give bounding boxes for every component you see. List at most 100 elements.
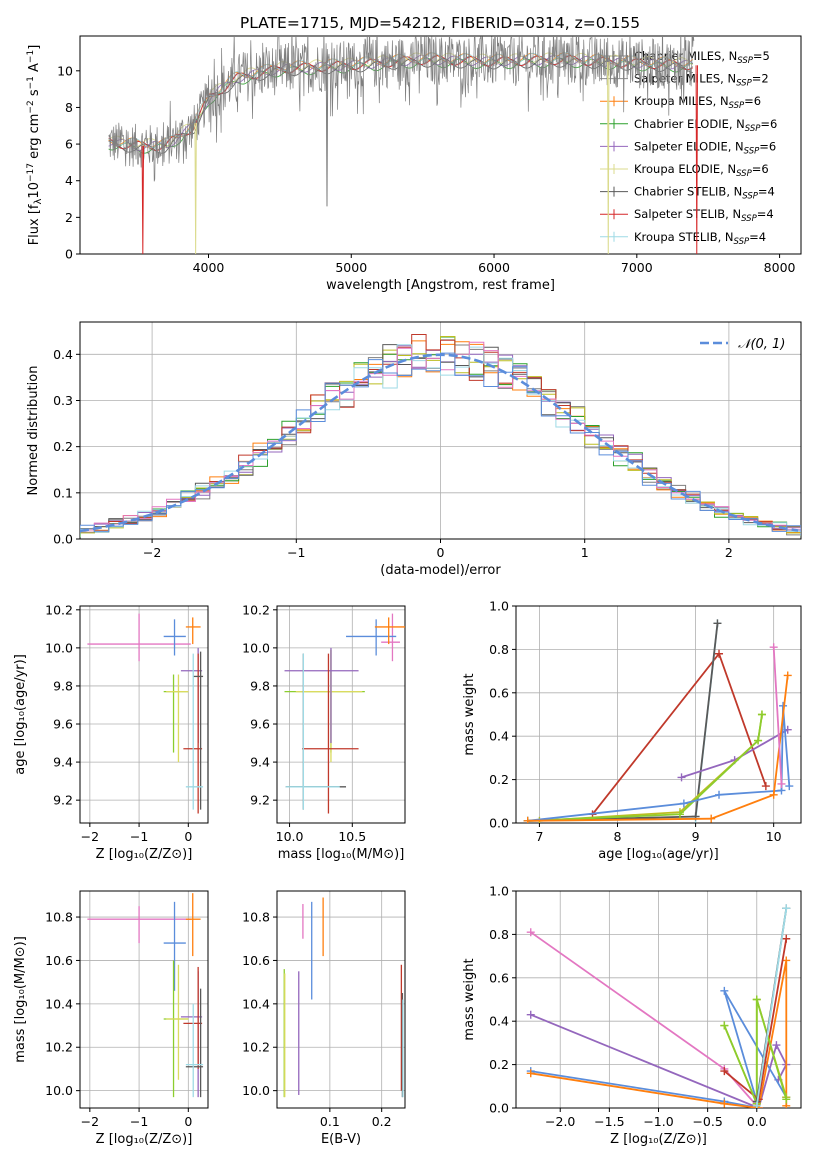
y-tick-label: 0.4 <box>53 347 73 362</box>
marker <box>782 1095 791 1104</box>
series-line <box>527 623 719 822</box>
y-tick-label: 9.8 <box>53 678 73 693</box>
series-line <box>527 675 789 822</box>
y-tick-label: 0.1 <box>53 485 73 500</box>
y-tick-label: 1.0 <box>489 884 509 899</box>
mass_vs_ebv-frame <box>276 890 406 1109</box>
y-axis-label: Normed distribution <box>26 366 41 496</box>
series-line <box>755 908 788 1106</box>
age_vs_Z-grid <box>80 606 208 823</box>
x-axis-label: (data-model)/error <box>380 563 501 578</box>
histogram-step <box>80 352 801 536</box>
y-tick-label: 10.6 <box>45 953 73 968</box>
x-tick-label: −1 <box>287 545 305 560</box>
y-axis-label: age [log₁₀(age/yr)] <box>13 654 28 775</box>
x-tick-label: 10.0 <box>276 829 304 844</box>
histogram-legend: 𝒩(0, 1) <box>700 337 785 352</box>
marker <box>677 773 686 782</box>
x-tick-label: −0.5 <box>692 1114 722 1129</box>
y-tick-label: 10.8 <box>242 910 270 925</box>
y-tick-label: 0.0 <box>489 816 509 831</box>
series-line <box>527 623 719 822</box>
age_vs_Z-frame <box>79 605 209 824</box>
series-line <box>723 999 788 1105</box>
x-tick-label: 7000 <box>621 260 653 275</box>
x-tick-label: 7 <box>535 829 543 844</box>
x-tick-label: 6000 <box>478 260 510 275</box>
mass_vs_Z-axes: −2 −1 0 10.0 10.2 10.4 10.6 10.8 Z [log₁₀(Z/Z⊙)]… <box>13 890 209 1147</box>
massweight_vs_age-plot <box>523 619 794 823</box>
age_vs_mass-frame <box>276 605 406 824</box>
marker <box>752 1101 761 1108</box>
x-axis-label: Z [log₁₀(Z/Z⊙)] <box>96 1132 193 1147</box>
y-tick-label: 9.4 <box>53 755 73 770</box>
x-tick-label: 0.1 <box>320 1114 340 1129</box>
series-line <box>527 714 763 822</box>
histogram-frame <box>79 321 802 540</box>
y-tick-label: 9.6 <box>53 717 73 732</box>
legend-label: Salpeter ELODIE, NSSP=6 <box>634 139 776 156</box>
y-tick-label: 0.8 <box>489 642 509 657</box>
marker <box>720 1021 729 1030</box>
massweight_vs_Z-plot <box>526 904 791 1108</box>
spectral-feature <box>194 123 197 254</box>
normal-curve <box>80 353 799 533</box>
marker <box>769 643 778 652</box>
marker <box>782 904 791 913</box>
marker <box>715 790 724 799</box>
marker <box>783 671 792 680</box>
legend-label: Kroupa STELIB, NSSP=4 <box>634 230 766 247</box>
y-axis-label: mass weight <box>462 673 477 755</box>
chart-title: PLATE=1715, MJD=54212, FIBERID=0314, z=0… <box>240 14 640 32</box>
x-tick-label: −1 <box>130 1114 148 1129</box>
marker <box>526 928 535 937</box>
y-tick-label: 9.2 <box>53 793 73 808</box>
x-tick-label: 10.5 <box>338 829 366 844</box>
series-line <box>591 651 767 815</box>
age_vs_mass-grid <box>277 606 405 823</box>
y-tick-label: 0 <box>65 247 73 262</box>
y-tick-label: 0.6 <box>489 685 509 700</box>
y-tick-label: 9.4 <box>250 755 270 770</box>
y-tick-label: 10.6 <box>242 953 270 968</box>
y-tick-label: 0.8 <box>489 927 509 942</box>
spectral-feature <box>141 145 145 254</box>
series-line <box>723 938 788 1101</box>
y-tick-label: 9.6 <box>250 717 270 732</box>
x-tick-label: 4000 <box>193 260 225 275</box>
y-tick-label: 0.2 <box>53 439 73 454</box>
x-tick-label: 8 <box>614 829 622 844</box>
marker <box>715 649 724 658</box>
x-tick-label: −2 <box>143 545 161 560</box>
x-tick-label: 0 <box>184 829 192 844</box>
y-tick-label: 6 <box>65 137 73 152</box>
marker <box>720 986 729 995</box>
mass_vs_ebv-plot <box>283 897 404 1098</box>
marker <box>526 1069 535 1078</box>
y-tick-label: 8 <box>65 100 73 115</box>
x-tick-label: 5000 <box>335 260 367 275</box>
series-line <box>681 728 789 779</box>
x-tick-label: −1.0 <box>643 1114 673 1129</box>
data-spectrum <box>108 36 695 182</box>
histogram-axes: −2 −1 0 1 2 0.0 0.1 0.2 0.3 0.4 (data-model)/error… <box>26 321 802 578</box>
marker <box>720 1067 729 1076</box>
x-tick-label: −2 <box>81 829 99 844</box>
marker <box>761 782 770 791</box>
marker <box>675 810 684 819</box>
legend-label: Salpeter STELIB, NSSP=4 <box>634 207 774 224</box>
y-tick-label: 9.2 <box>250 793 270 808</box>
legend-label: Kroupa ELODIE, NSSP=6 <box>634 162 769 179</box>
x-tick-label: −2 <box>81 1114 99 1129</box>
marker <box>707 814 716 823</box>
y-tick-label: 10.2 <box>242 602 270 617</box>
x-axis-label: wavelength [Angstrom, rest frame] <box>326 278 555 293</box>
marker <box>713 619 722 628</box>
series-line <box>772 647 783 784</box>
marker <box>720 1099 729 1108</box>
x-axis-label: age [log₁₀(age/yr)] <box>598 847 719 862</box>
spectrum-plot <box>108 36 698 254</box>
y-tick-label: 4 <box>65 173 73 188</box>
